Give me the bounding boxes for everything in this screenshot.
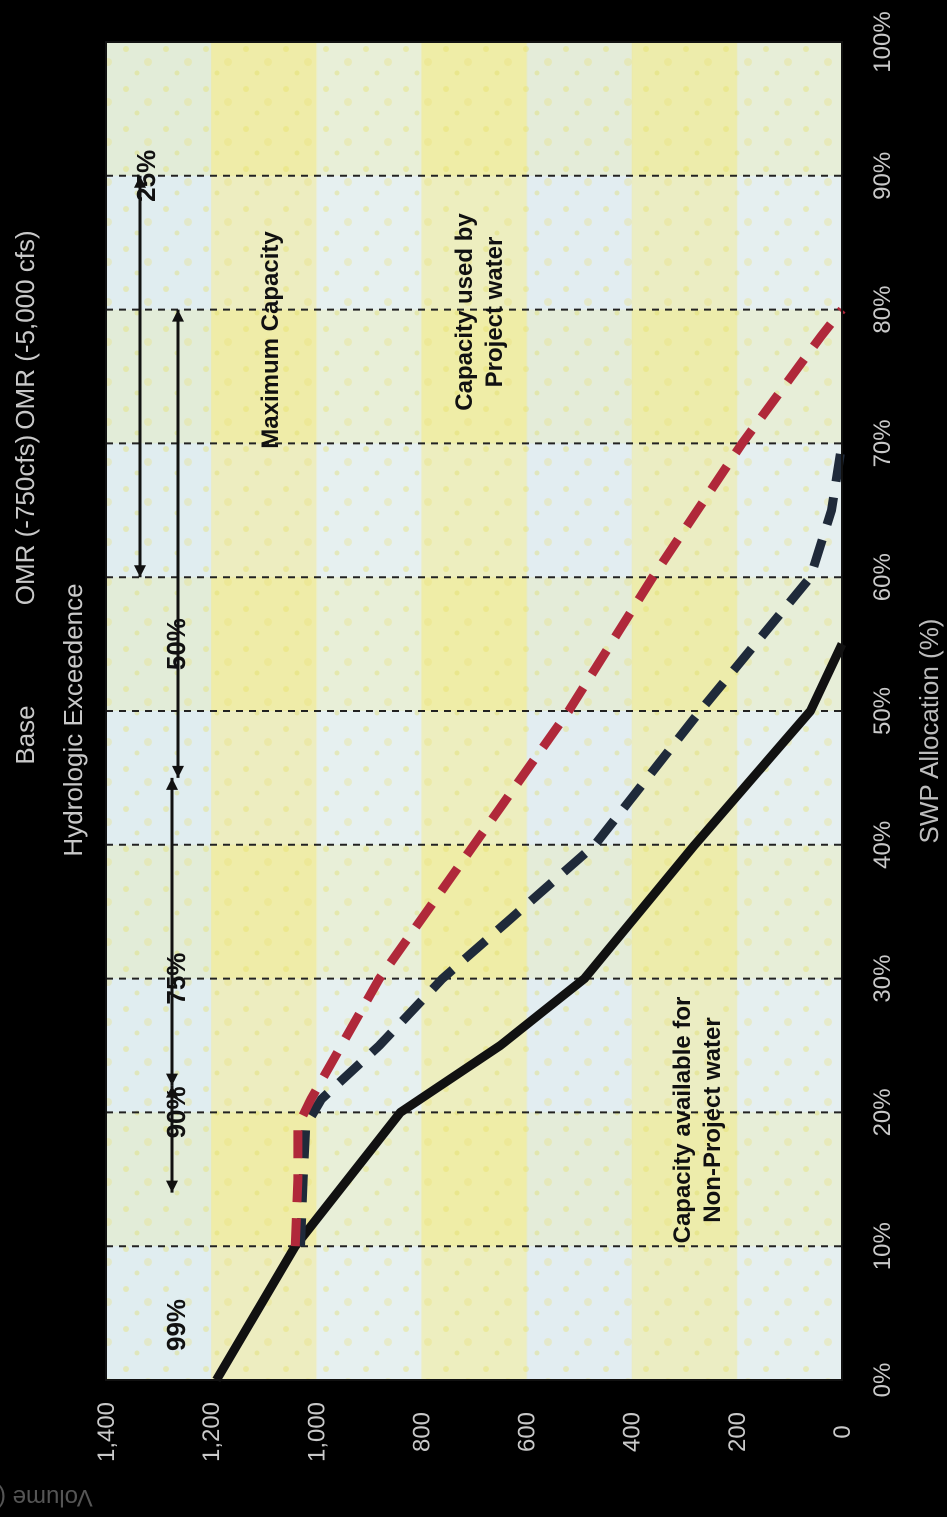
y-tick-label: 800 xyxy=(408,1412,435,1452)
x-tick-label: 0% xyxy=(869,1363,896,1398)
x-tick-label: 10% xyxy=(869,1222,896,1270)
y-tick-label: 600 xyxy=(514,1412,541,1452)
annotations: Maximum Capacity Capacity used by Project … xyxy=(257,213,726,1244)
y-tick-label: 1,400 xyxy=(93,1402,120,1462)
annotation-maximum-capacity: Maximum Capacity xyxy=(257,231,284,449)
x-tick-label: 50% xyxy=(869,687,896,735)
annotation-non-project-water: Capacity available for Non-Project water xyxy=(669,997,726,1244)
axes: 0% 10% 20% 30% 40% 50% 60% 70% 80% 90% 100% 0 200 400… xyxy=(0,11,944,1511)
arrow-head xyxy=(166,1085,178,1098)
series-line-0 xyxy=(212,642,847,1383)
y-tick-label: 1,000 xyxy=(303,1402,330,1462)
chart-title: Hydrologic Exceedence xyxy=(58,583,88,856)
exceedence-label: 50% xyxy=(161,618,191,670)
plot-frame xyxy=(105,41,843,1381)
legend-entry-0: Base xyxy=(10,705,40,764)
x-tick-label: 30% xyxy=(869,955,896,1003)
x-tick-label: 40% xyxy=(869,821,896,869)
arrow-head xyxy=(166,1073,178,1086)
series-line-2 xyxy=(290,306,846,1247)
x-tick-label: 70% xyxy=(869,419,896,467)
y-axis-label: Volume (taf) xyxy=(0,1484,93,1511)
y-tick-label: 200 xyxy=(724,1412,751,1452)
x-tick-label: 20% xyxy=(869,1088,896,1136)
arrow-head xyxy=(166,777,178,790)
y-tick-label: 0 xyxy=(829,1425,856,1438)
arrow-head xyxy=(134,175,146,188)
exceedence-label: 25% xyxy=(131,150,161,202)
arrow-head xyxy=(134,565,146,578)
x-tick-label: 100% xyxy=(869,11,896,72)
exceedence-label: 75% xyxy=(161,953,191,1005)
x-tick-label: 60% xyxy=(869,553,896,601)
arrow-head xyxy=(166,1180,178,1193)
arrow-head xyxy=(172,309,184,322)
annotation-project-water: Capacity used by Project water xyxy=(451,213,508,411)
x-tick-label: 90% xyxy=(869,152,896,200)
arrow-head xyxy=(172,765,184,778)
x-axis-label: SWP Allocation (%) xyxy=(914,619,944,844)
exceedence-label: 99% xyxy=(161,1299,191,1351)
series-line-1 xyxy=(296,442,847,1247)
legend-entry-1: OMR (-750cfs) xyxy=(10,435,40,605)
series-layer xyxy=(212,306,847,1383)
y-tick-label: 1,200 xyxy=(198,1402,225,1462)
x-tick-label: 80% xyxy=(869,286,896,334)
legend-entry-2: OMR (-5,000 cfs) xyxy=(10,230,40,429)
y-tick-label: 400 xyxy=(619,1412,646,1452)
exceedence-markers: 99%90%75%50%25% xyxy=(131,150,191,1351)
